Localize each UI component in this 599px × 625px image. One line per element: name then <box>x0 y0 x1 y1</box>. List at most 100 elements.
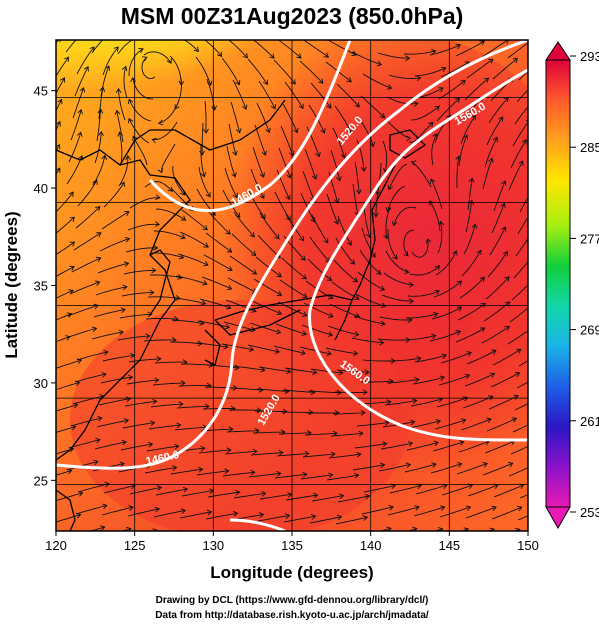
streamline-arrow <box>492 136 498 143</box>
streamline <box>311 495 344 502</box>
streamline-arrow <box>454 97 461 103</box>
streamline <box>152 121 178 141</box>
streamline <box>441 484 473 496</box>
streamline <box>463 224 476 255</box>
streamline-arrow <box>77 108 83 115</box>
streamline-arrow <box>123 261 130 267</box>
streamline <box>196 470 229 476</box>
credit-data-source: Data from http://database.rish.kyoto-u.a… <box>155 610 429 621</box>
streamline-arrow <box>425 238 432 244</box>
streamline-arrow <box>252 448 258 455</box>
streamline-arrow <box>265 127 271 134</box>
streamline-arrow <box>354 294 360 301</box>
streamline <box>56 426 76 433</box>
streamline <box>99 238 130 252</box>
colorbar-tick-label: 285 <box>580 140 599 155</box>
streamline <box>310 368 343 374</box>
warm-air-core-south <box>70 300 410 531</box>
streamline <box>65 327 97 339</box>
streamline-arrow <box>332 430 338 437</box>
streamline <box>354 30 385 39</box>
streamline-arrow <box>491 505 497 512</box>
streamline <box>128 48 144 77</box>
streamline-arrow <box>270 103 276 110</box>
streamline-arrow <box>458 440 465 446</box>
streamline <box>333 259 358 283</box>
streamline-arrow <box>328 312 334 318</box>
streamline-arrow <box>147 311 153 318</box>
streamline <box>141 56 156 79</box>
streamline-arrow <box>157 167 163 174</box>
streamline <box>407 290 440 297</box>
streamline-arrow <box>346 77 352 83</box>
streamline-arrow <box>379 462 386 469</box>
streamline-arrow <box>471 223 478 229</box>
streamline-arrow <box>203 260 209 267</box>
streamline-arrow <box>124 211 130 217</box>
streamline-arrow <box>512 57 519 63</box>
streamline-arrow <box>354 472 360 479</box>
streamline <box>252 146 265 178</box>
streamline <box>117 40 133 55</box>
streamline-arrow <box>382 441 388 447</box>
streamline <box>230 101 241 133</box>
streamline-arrow <box>541 529 546 534</box>
streamline <box>410 105 440 121</box>
streamline-arrow <box>438 87 444 93</box>
streamline <box>507 330 528 345</box>
streamline <box>456 156 460 188</box>
streamline <box>429 330 461 342</box>
streamline-arrow <box>336 514 343 521</box>
streamline <box>228 40 248 59</box>
streamline <box>98 87 104 120</box>
streamline <box>195 342 228 348</box>
streamline <box>300 474 333 480</box>
streamline <box>508 160 524 191</box>
streamline <box>97 262 129 274</box>
streamline <box>181 209 208 231</box>
streamline-arrow <box>530 278 535 283</box>
streamline-arrow <box>405 135 412 142</box>
streamline <box>56 359 82 369</box>
streamline <box>465 200 473 233</box>
streamline-arrow <box>198 466 204 473</box>
streamline <box>66 461 98 471</box>
streamline <box>56 121 61 131</box>
streamline-arrow <box>340 153 347 159</box>
streamline <box>464 373 495 387</box>
streamline-arrow <box>301 274 307 280</box>
streamline-arrow <box>93 459 99 466</box>
streamline <box>433 280 462 298</box>
streamline <box>198 449 231 454</box>
x-tick-label: 120 <box>45 538 67 553</box>
streamline-arrow <box>257 534 262 539</box>
streamline-arrow <box>386 84 393 90</box>
streamline <box>337 215 352 246</box>
streamline <box>467 178 473 211</box>
streamline-arrow <box>276 272 282 278</box>
streamline <box>335 237 355 265</box>
streamline <box>229 255 257 275</box>
streamline-arrow <box>529 39 534 43</box>
streamline-arrow <box>119 181 125 187</box>
streamline-arrow <box>465 505 472 511</box>
streamline <box>224 450 257 455</box>
streamline <box>440 351 472 364</box>
streamline <box>121 292 154 297</box>
streamline-arrow <box>387 184 393 191</box>
streamline <box>56 191 74 213</box>
streamline <box>172 447 205 453</box>
streamline-arrow <box>432 133 438 139</box>
streamline-arrow <box>409 419 416 426</box>
streamline <box>439 506 471 518</box>
streamline-arrow <box>309 536 313 541</box>
streamline-arrow <box>200 445 206 452</box>
streamline <box>435 250 457 276</box>
streamline <box>363 205 371 238</box>
streamline <box>175 275 208 285</box>
streamline <box>282 389 315 393</box>
streamline <box>67 304 99 317</box>
streamline <box>277 40 302 59</box>
streamline <box>276 452 309 457</box>
streamline <box>256 102 270 133</box>
